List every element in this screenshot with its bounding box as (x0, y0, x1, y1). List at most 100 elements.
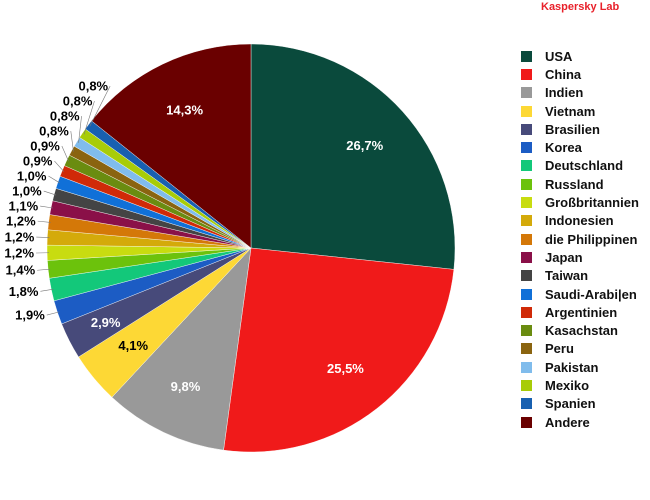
legend-label: Mexiko (545, 377, 590, 393)
legend-item: Großbritannien (521, 193, 639, 211)
legend-swatch (521, 178, 532, 190)
legend-label: Brasilien (545, 121, 600, 137)
data-label: 9,8% (171, 379, 201, 394)
legend-label: Andere (545, 414, 590, 430)
legend-item: Russland (521, 175, 639, 193)
data-label: 1,1% (9, 199, 39, 214)
legend-item: Peru (521, 340, 639, 358)
legend-swatch (521, 398, 532, 410)
legend-label: Russland (545, 176, 604, 192)
legend-item: Japan (521, 248, 639, 266)
legend-item: Indonesien (521, 212, 639, 230)
legend-swatch (521, 197, 532, 209)
leader-line (37, 268, 51, 271)
data-label: 1,0% (12, 184, 42, 199)
legend-label: Spanien (545, 396, 596, 412)
legend-label: USA (545, 48, 573, 64)
legend-swatch (521, 251, 532, 263)
data-label: 26,7% (346, 138, 383, 153)
legend-label: Taiwan (545, 268, 589, 284)
legend-label: Peru (545, 341, 574, 357)
leader-line (36, 236, 50, 238)
legend-swatch (521, 160, 532, 172)
legend-label: Japan (545, 249, 583, 265)
legend-item: Deutschland (521, 157, 639, 175)
data-label: 0,8% (50, 109, 80, 124)
legend-item: Argentinien (521, 303, 639, 321)
legend-item: die Philippinen (521, 230, 639, 248)
legend-label: China (545, 66, 582, 82)
legend-swatch (521, 361, 532, 373)
legend-item: Indien (521, 84, 639, 102)
legend-swatch (521, 50, 532, 62)
legend-item: Taiwan (521, 267, 639, 285)
data-label: 0,8% (78, 79, 108, 94)
data-label: 0,9% (23, 154, 53, 169)
legend-label: Indien (545, 85, 584, 101)
legend-swatch (521, 215, 532, 227)
legend-item: Saudi-Arabi|en (521, 285, 639, 303)
data-label: 1,2% (4, 245, 34, 260)
legend-swatch (521, 142, 532, 154)
legend-label: Großbritannien (545, 195, 639, 211)
legend-item: Vietnam (521, 102, 639, 120)
data-label: 0,9% (30, 139, 60, 154)
leader-line (70, 130, 74, 152)
legend-swatch (521, 105, 532, 117)
legend-label: Saudi-Arabi|en (545, 286, 637, 302)
data-label: 1,9% (15, 308, 45, 323)
leader-line (61, 145, 69, 162)
legend-swatch (521, 87, 532, 99)
legend: USA China Indien Vietnam Brasilien Korea Deuts… (521, 47, 639, 431)
leader-line (83, 100, 95, 135)
leader-line (46, 311, 60, 316)
legend-swatch (521, 306, 532, 318)
data-label: 0,8% (39, 124, 69, 139)
legend-item: Andere (521, 413, 639, 431)
legend-swatch (521, 343, 532, 355)
legend-item: Brasilien (521, 120, 639, 138)
legend-item: Spanien (521, 395, 639, 413)
leader-line (40, 205, 54, 209)
data-label: 1,4% (6, 263, 36, 278)
leader-line (89, 85, 111, 127)
data-label: 2,9% (91, 315, 121, 330)
leader-line (37, 220, 51, 223)
brand-logo-text: Kaspersky Lab (541, 1, 620, 13)
legend-item: Mexiko (521, 376, 639, 394)
legend-label: Kasachstan (545, 323, 618, 339)
legend-label: Indonesien (545, 213, 614, 229)
legend-item: USA (521, 47, 639, 65)
data-label: 1,2% (5, 230, 35, 245)
data-label: 4,1% (118, 338, 148, 353)
legend-swatch (521, 123, 532, 135)
legend-swatch (521, 68, 532, 80)
leader-line (54, 160, 65, 172)
data-label: 14,3% (166, 103, 203, 118)
leader-line (40, 288, 54, 292)
pie-slice-usa (250, 43, 456, 270)
pie-slice-china (223, 247, 455, 453)
legend-swatch (521, 325, 532, 337)
legend-swatch (521, 379, 532, 391)
legend-label: Vietnam (545, 103, 596, 119)
data-label: 1,2% (6, 214, 36, 229)
pie-slice-andere (91, 43, 252, 249)
legend-swatch (521, 270, 532, 282)
legend-item: Pakistan (521, 358, 639, 376)
legend-item: China (521, 65, 639, 83)
legend-swatch (521, 288, 532, 300)
leader-line (48, 175, 60, 184)
legend-label: Deutschland (545, 158, 624, 174)
legend-label: Pakistan (545, 359, 599, 375)
legend-label: Argentinien (545, 304, 618, 320)
data-label: 25,5% (327, 361, 364, 376)
leader-line (43, 190, 57, 196)
legend-label: Korea (545, 140, 582, 156)
legend-item: Kasachstan (521, 321, 639, 339)
leader-line (78, 115, 82, 143)
legend-swatch (521, 416, 532, 428)
data-label: 1,0% (17, 169, 47, 184)
